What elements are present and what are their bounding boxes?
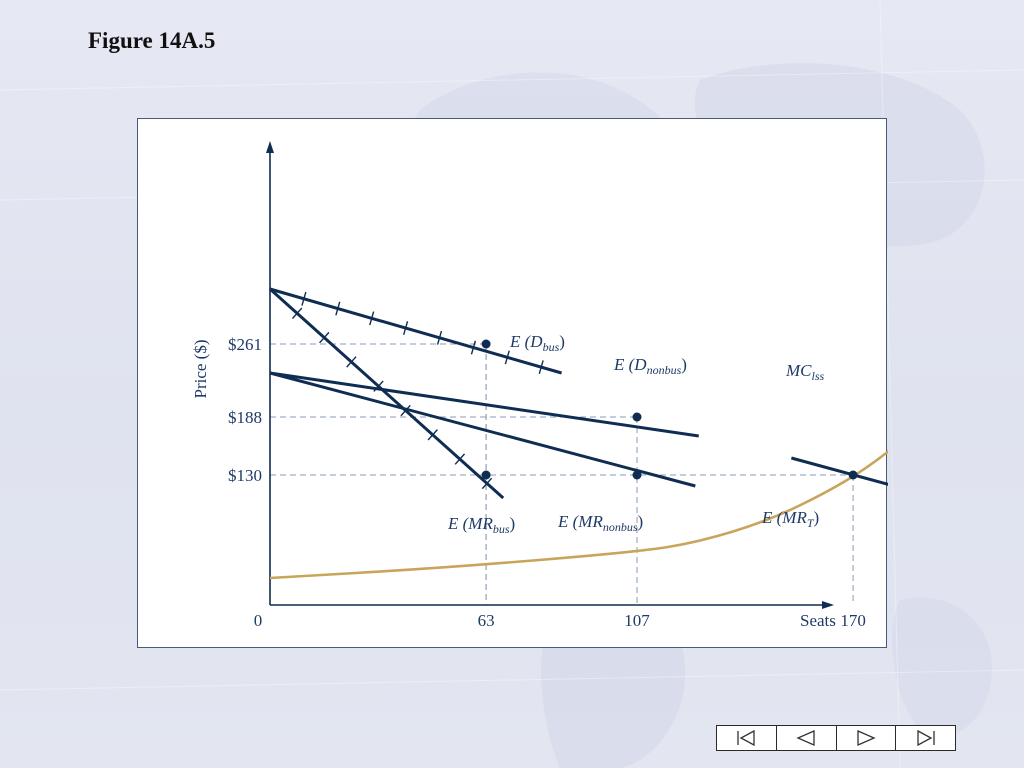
highlighted-point-4 [848, 470, 858, 480]
x-tick-label-0: 63 [478, 611, 495, 630]
slide-navigation [716, 725, 956, 751]
y-axis-title: Price ($) [191, 339, 210, 398]
highlighted-point-0 [481, 339, 491, 349]
next-slide-icon [857, 730, 876, 746]
y-tick-label-1: $188 [228, 408, 262, 427]
series-label-0: E (Dbus) [509, 332, 565, 354]
last-slide-button[interactable] [896, 726, 955, 750]
series-1-tick-2 [319, 331, 330, 344]
series-label-subscript: bus [543, 340, 560, 354]
series-label-end: ) [814, 508, 820, 527]
series-label-2: E (Dnonbus) [613, 355, 687, 377]
series-label-3: E (MRnonbus) [557, 512, 643, 534]
previous-slide-button[interactable] [777, 726, 837, 750]
first-slide-icon [737, 729, 756, 747]
y-tick-label-0: $261 [228, 335, 262, 354]
highlighted-point-2 [481, 470, 491, 480]
previous-slide-icon [796, 730, 815, 746]
series-label-end: ) [559, 332, 565, 351]
series-0-line [269, 287, 562, 375]
y-tick-label-2: $130 [228, 466, 262, 485]
x-tick-label-2: 170 [840, 611, 866, 630]
series-label-5: MClss [785, 361, 825, 383]
series-0-tick-8 [538, 360, 544, 375]
first-slide-button[interactable] [717, 726, 777, 750]
x-axis-arrow [822, 601, 834, 609]
series-label-1: E (MRbus) [447, 514, 515, 536]
highlighted-point-1 [632, 412, 642, 422]
last-slide-icon [916, 729, 935, 747]
series-1-tick-3 [346, 356, 357, 368]
x-axis-title: Seats [800, 611, 836, 630]
series-label-4: E (MRT) [761, 508, 819, 530]
series-1-tick-8 [481, 477, 493, 490]
series-1-tick-1 [291, 307, 303, 319]
origin-label: 0 [254, 611, 263, 630]
x-tick-label-1: 107 [624, 611, 650, 630]
series-0-tick-4 [402, 321, 409, 335]
series-0-tick-3 [369, 311, 375, 326]
series-5-mc-curve [269, 449, 888, 580]
series-label-end: ) [638, 512, 644, 531]
series-1-tick-6 [427, 429, 438, 441]
series-label-subscript: bus [493, 522, 510, 536]
chart-panel: $261 $188 $130 63 107 170 0 Seats Price ($) E (Db… [137, 118, 888, 648]
series-label-subscript: nonbus [603, 520, 638, 534]
series-label-main: E (MR [447, 514, 493, 533]
series-label-subscript: nonbus [647, 363, 682, 377]
series-label-main: MC [785, 361, 812, 380]
series-label-main: E (MR [761, 508, 807, 527]
series-label-subscript: lss [812, 369, 825, 383]
series-2-line [269, 371, 699, 438]
series-0-tick-1 [301, 291, 307, 306]
series-label-main: E (D [613, 355, 647, 374]
next-slide-button[interactable] [837, 726, 897, 750]
figure-title: Figure 14A.5 [88, 28, 216, 53]
series-1-line [268, 287, 505, 500]
series-0-tick-7 [504, 350, 510, 365]
series-1-tick-7 [454, 453, 466, 465]
series-4-line [790, 456, 888, 486]
highlighted-point-3 [632, 470, 642, 480]
series-0-tick-6 [470, 340, 477, 355]
series-label-end: ) [681, 355, 687, 374]
series-label-end: ) [510, 514, 516, 533]
series-label-main: E (MR [557, 512, 603, 531]
series-label-main: E (D [509, 332, 543, 351]
series-0-tick-2 [335, 301, 341, 316]
series-0-tick-5 [436, 330, 443, 345]
series-3-line [269, 371, 696, 488]
series-label-subscript: T [807, 516, 815, 530]
y-axis-arrow [266, 141, 274, 153]
